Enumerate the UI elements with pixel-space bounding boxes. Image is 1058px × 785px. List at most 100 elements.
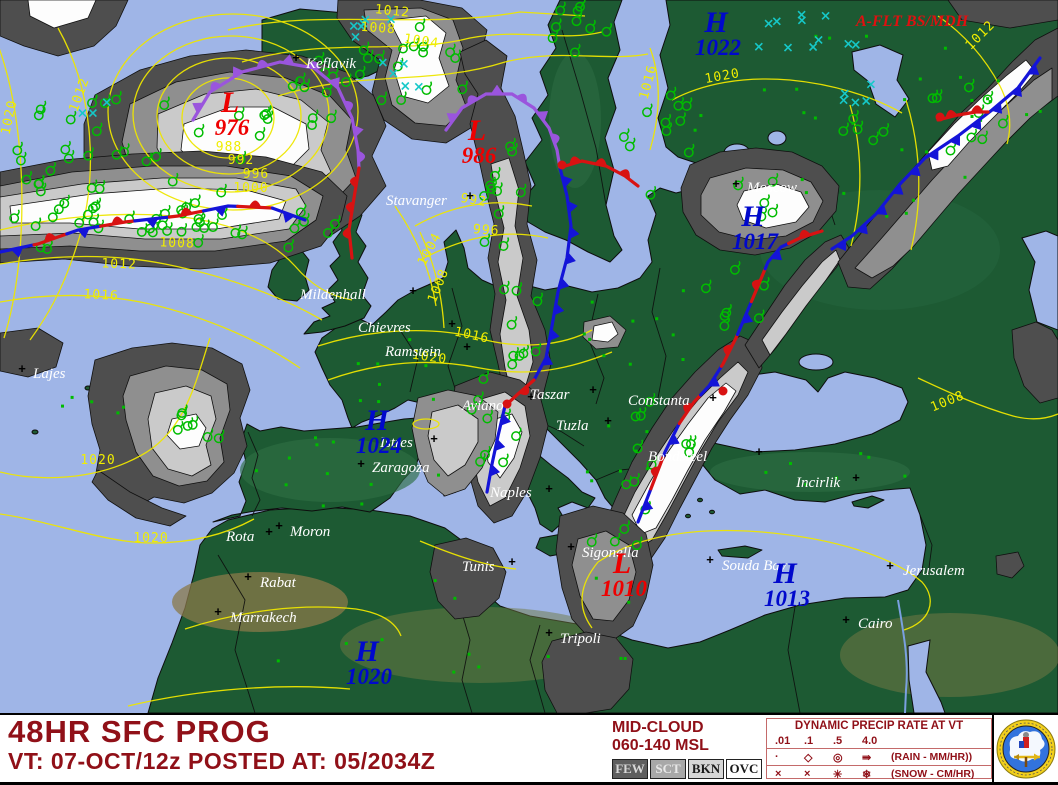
city-label: Rota xyxy=(225,529,254,545)
city-marker: + xyxy=(527,389,535,404)
city-label: Mildenhall xyxy=(299,287,366,303)
city-label: Chievres xyxy=(358,320,411,336)
city-marker: + xyxy=(214,604,222,619)
city-marker: + xyxy=(886,558,894,573)
city-marker: + xyxy=(706,552,714,567)
city-marker: + xyxy=(409,283,417,298)
city-label: Incirlik xyxy=(795,475,840,491)
pressure-center-letter: H xyxy=(364,404,390,437)
isobar-label: 1020 xyxy=(704,66,741,87)
city-label: Tunis xyxy=(462,559,495,575)
city-marker: + xyxy=(357,456,365,471)
cloud-category-box: OVC xyxy=(726,758,762,779)
pressure-center-value: 1020 xyxy=(346,664,393,689)
title-block: 48HR SFC PROG VT: 07-OCT/12z POSTED AT: … xyxy=(0,715,598,782)
precip-symbol: ◇ xyxy=(804,751,813,764)
cloud-legend-range: 060-140 MSL xyxy=(612,736,709,754)
precip-symbol: · xyxy=(775,751,779,763)
isobar-label: 1020 xyxy=(411,348,448,368)
precip-legend: DYNAMIC PRECIP RATE AT VT .01 .1 .5 4.0 · ◇ ◎… xyxy=(766,718,992,782)
cloud-legend-title: MID-CLOUD xyxy=(612,719,704,736)
city-marker: + xyxy=(292,50,300,65)
cloud-category-boxes: FEW SCT BKN OVC xyxy=(612,758,766,779)
city-label: Stavanger xyxy=(386,193,447,209)
cloud-category-box: SCT xyxy=(650,758,686,779)
squadron-seal-icon xyxy=(996,719,1056,778)
isobar-label: 1004 xyxy=(403,32,440,52)
city-marker: + xyxy=(545,481,553,496)
isobar-label: 1000 xyxy=(233,181,268,196)
city-label: Moron xyxy=(289,524,330,540)
city-label: Keflavik xyxy=(305,56,356,72)
city-label: Bondsteel xyxy=(648,449,707,465)
isobar-label: 1008 xyxy=(159,235,195,251)
pressure-center-letter: L xyxy=(467,114,486,147)
precip-symbol: ✳ xyxy=(833,768,843,781)
city-marker: + xyxy=(448,316,456,331)
pressure-center-value: 1013 xyxy=(764,586,810,611)
isobars xyxy=(0,11,1058,707)
map-area: 1020 1012 1012 1008 1004 988 992 996 1000 1008 101… xyxy=(0,0,1058,713)
city-marker: + xyxy=(265,524,273,539)
pressure-center-value: 1024 xyxy=(356,433,402,458)
precip-symbol: ❄ xyxy=(862,768,872,781)
isobar-label: 992 xyxy=(228,153,254,168)
isobar-label: 1012 xyxy=(374,2,411,21)
pressure-center-value: 1017 xyxy=(732,229,780,254)
city-label: Rabat xyxy=(259,575,297,591)
city-label: Cairo xyxy=(858,616,893,632)
city-label: Zaragoza xyxy=(372,460,430,476)
city-label: Marrakech xyxy=(229,610,297,626)
pressure-center-letter: H xyxy=(703,6,729,39)
city-marker: + xyxy=(732,176,740,191)
precip-row-label: (SNOW - CM/HR) xyxy=(891,768,975,780)
pressure-center-value: 1022 xyxy=(695,35,741,60)
city-marker: + xyxy=(463,339,471,354)
cloud-category-box: BKN xyxy=(688,758,724,779)
precip-legend-title: DYNAMIC PRECIP RATE AT VT xyxy=(794,720,964,732)
unit-emblem xyxy=(992,715,1058,782)
city-label: Taszar xyxy=(530,387,570,403)
info-bar: 48HR SFC PROG VT: 07-OCT/12z POSTED AT: … xyxy=(0,713,1058,785)
precip-row-label: (RAIN - MM/HR)) xyxy=(891,751,973,763)
cloud-category-box: FEW xyxy=(612,758,648,779)
isobar-label: 1016 xyxy=(83,287,119,304)
pressure-center-letter: H xyxy=(354,635,380,668)
map-labels: 1020101210121008100498899299610001008101… xyxy=(0,2,998,689)
precip-symbol: × xyxy=(775,768,782,780)
precip-threshold-value: 4.0 xyxy=(862,735,878,747)
city-label: Jerusalem xyxy=(903,563,965,579)
city-label: Ramstein xyxy=(384,344,441,360)
isobar-label: 1016 xyxy=(453,325,491,347)
precip-threshold-value: .01 xyxy=(775,735,791,747)
city-label: Tuzla xyxy=(556,418,589,434)
precip-thresholds: .01 .1 .5 4.0 xyxy=(767,735,991,748)
cloud-legend: MID-CLOUD 060-140 MSL FEW SCT BKN OVC xyxy=(598,715,766,782)
isobar-label: 996 xyxy=(243,167,269,182)
city-marker: + xyxy=(842,612,850,627)
city-label: Lajes xyxy=(32,366,66,382)
city-label: Moscow xyxy=(746,180,797,196)
chart-annotation: A-FLT BS/MDH xyxy=(855,13,969,30)
city-label: Aviano xyxy=(461,398,504,414)
isobar-label: 988 xyxy=(216,140,242,155)
pressure-center-letter: H xyxy=(772,557,798,590)
city-marker: + xyxy=(244,569,252,584)
isobar-label: 1020 xyxy=(133,531,168,546)
city-marker: + xyxy=(709,390,717,405)
isobar-label: 1008 xyxy=(360,20,396,37)
isobar-label: 996 xyxy=(473,222,500,239)
isobar-label: 992 xyxy=(459,191,488,210)
isobar-label: 1012 xyxy=(101,256,137,272)
pressure-center-letter: L xyxy=(612,547,631,580)
pressure-center-value: 986 xyxy=(462,143,497,168)
city-marker: + xyxy=(275,518,283,533)
pressure-center-letter: H xyxy=(740,200,766,233)
pressure-center-letter: L xyxy=(220,86,239,119)
precip-snow-row: × × ✳ ❄ (SNOW - CM/HR) xyxy=(767,765,991,782)
city-marker: + xyxy=(466,188,474,203)
isobar-label: 1020 xyxy=(80,453,115,468)
pressure-center-value: 1010 xyxy=(601,576,648,601)
product-title: 48HR SFC PROG xyxy=(8,714,271,749)
city-label: Souda Bay xyxy=(722,558,787,574)
